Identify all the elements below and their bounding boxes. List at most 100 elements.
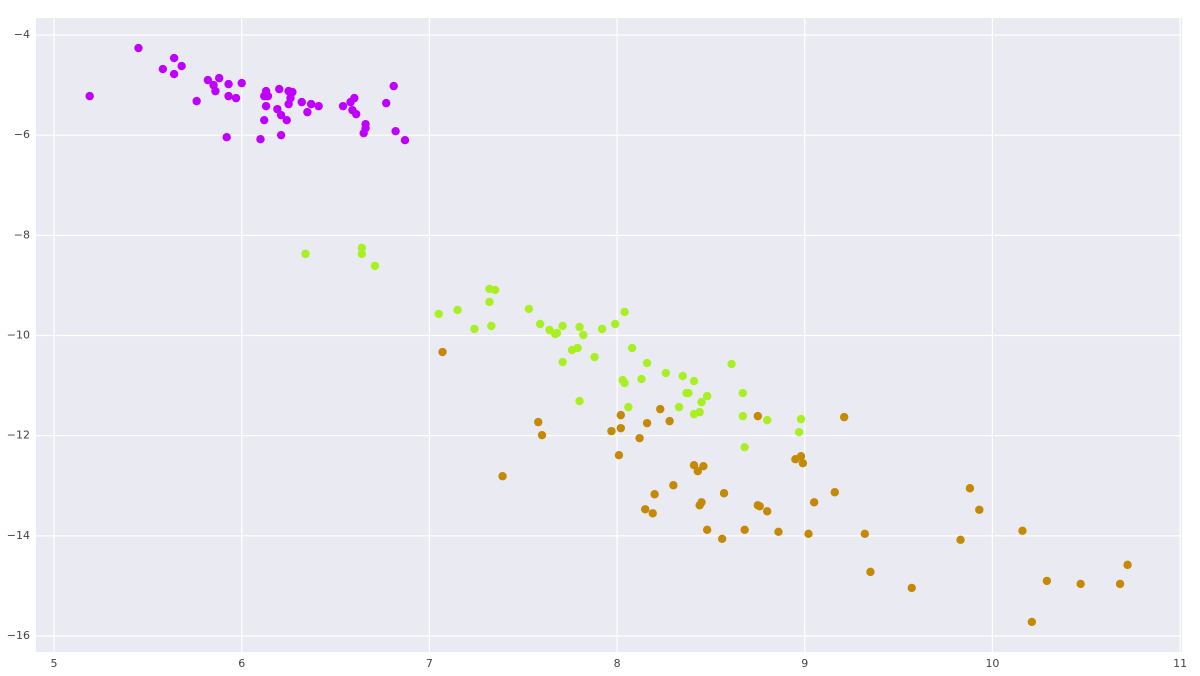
point bbox=[524, 304, 534, 314]
point bbox=[558, 321, 567, 331]
point bbox=[755, 502, 764, 511]
point bbox=[610, 319, 620, 329]
point bbox=[830, 488, 839, 497]
point bbox=[907, 583, 916, 593]
point bbox=[661, 368, 671, 378]
point bbox=[684, 388, 693, 398]
point bbox=[1042, 576, 1052, 586]
point bbox=[590, 352, 599, 362]
point bbox=[1076, 579, 1085, 589]
point bbox=[370, 261, 380, 271]
point bbox=[616, 410, 626, 420]
point bbox=[306, 99, 316, 109]
point bbox=[382, 98, 391, 108]
point bbox=[282, 115, 291, 125]
point bbox=[648, 509, 657, 518]
point bbox=[669, 481, 678, 490]
point bbox=[487, 321, 496, 331]
point bbox=[558, 357, 567, 367]
point bbox=[656, 404, 665, 414]
point bbox=[804, 529, 813, 539]
point bbox=[1018, 526, 1027, 536]
point bbox=[1115, 579, 1125, 589]
point bbox=[809, 498, 819, 507]
y-tick-label: −6 bbox=[14, 128, 30, 141]
point bbox=[357, 243, 367, 253]
point bbox=[134, 43, 143, 53]
point bbox=[796, 451, 806, 461]
point bbox=[534, 417, 543, 427]
point bbox=[303, 107, 312, 117]
point bbox=[839, 412, 849, 422]
point bbox=[357, 249, 367, 259]
point bbox=[794, 427, 804, 437]
point bbox=[702, 391, 712, 401]
point bbox=[763, 507, 772, 516]
point bbox=[695, 407, 704, 417]
point bbox=[535, 319, 545, 329]
x-tick-label: 6 bbox=[238, 657, 245, 670]
point bbox=[579, 330, 588, 340]
point bbox=[351, 109, 361, 119]
point bbox=[642, 358, 652, 368]
point bbox=[1027, 617, 1037, 627]
point bbox=[275, 84, 284, 94]
point bbox=[620, 307, 629, 317]
point bbox=[717, 534, 727, 544]
point bbox=[635, 433, 644, 443]
point bbox=[693, 467, 702, 476]
x-tick-label: 9 bbox=[801, 657, 808, 670]
point bbox=[301, 249, 310, 259]
y-tick-label: −14 bbox=[7, 529, 30, 542]
point bbox=[575, 396, 584, 406]
point bbox=[607, 426, 616, 436]
point bbox=[350, 93, 359, 103]
point bbox=[192, 96, 201, 106]
x-tick-label: 5 bbox=[51, 657, 58, 670]
point bbox=[222, 132, 231, 142]
point bbox=[224, 79, 233, 89]
point bbox=[498, 472, 507, 481]
point bbox=[665, 416, 674, 426]
y-tick-label: −12 bbox=[7, 429, 30, 442]
point bbox=[552, 328, 562, 338]
point bbox=[490, 285, 500, 295]
y-tick-label: −8 bbox=[14, 228, 30, 241]
point bbox=[965, 484, 975, 493]
point bbox=[231, 93, 241, 103]
y-tick-label: −4 bbox=[14, 28, 30, 41]
point bbox=[774, 527, 783, 537]
point bbox=[573, 343, 582, 353]
point bbox=[796, 414, 806, 424]
point bbox=[860, 529, 870, 539]
point bbox=[438, 347, 447, 357]
point bbox=[263, 91, 273, 101]
point bbox=[616, 423, 626, 433]
point bbox=[624, 402, 633, 412]
point bbox=[276, 130, 286, 140]
point bbox=[85, 91, 94, 101]
x-tick-label: 8 bbox=[614, 657, 621, 670]
point bbox=[798, 459, 808, 468]
point bbox=[284, 99, 293, 109]
y-tick-label: −16 bbox=[7, 629, 30, 642]
point bbox=[637, 374, 646, 384]
point bbox=[738, 388, 748, 398]
point bbox=[678, 371, 687, 381]
point bbox=[237, 78, 246, 88]
point bbox=[169, 53, 179, 63]
point bbox=[203, 75, 213, 85]
point bbox=[740, 442, 749, 452]
point bbox=[400, 135, 410, 145]
point bbox=[740, 525, 749, 535]
point bbox=[699, 462, 708, 471]
x-tick-label: 11 bbox=[1173, 657, 1187, 670]
point bbox=[697, 397, 706, 407]
x-tick-label: 10 bbox=[985, 657, 999, 670]
point bbox=[719, 489, 729, 498]
point bbox=[273, 104, 282, 114]
point bbox=[614, 450, 624, 460]
point bbox=[642, 418, 652, 428]
point bbox=[214, 73, 224, 83]
